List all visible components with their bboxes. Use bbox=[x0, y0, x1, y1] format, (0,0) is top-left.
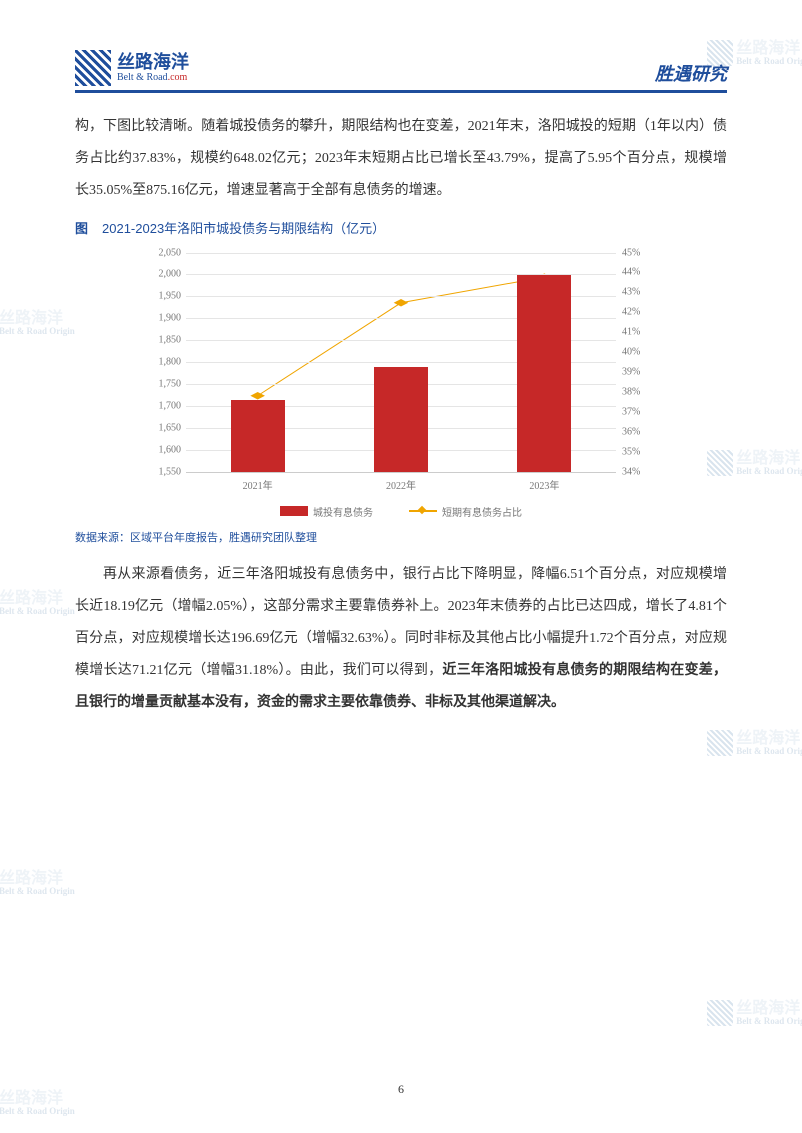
y2-tick-label: 45% bbox=[622, 247, 658, 258]
y1-tick-label: 1,750 bbox=[141, 378, 181, 389]
watermark: 丝路海洋Belt & Road Origin bbox=[0, 870, 75, 896]
legend-bar-swatch bbox=[280, 506, 308, 516]
chart-legend: 城投有息债务 短期有息债务占比 bbox=[136, 504, 666, 519]
bar bbox=[517, 275, 571, 471]
y2-tick-label: 35% bbox=[622, 446, 658, 457]
line-marker bbox=[250, 392, 265, 399]
legend-line-swatch bbox=[409, 506, 437, 516]
y2-tick-label: 36% bbox=[622, 426, 658, 437]
y1-tick-label: 1,950 bbox=[141, 291, 181, 302]
legend-bar-label: 城投有息债务 bbox=[313, 504, 373, 519]
y2-tick-label: 44% bbox=[622, 267, 658, 278]
y2-tick-label: 40% bbox=[622, 347, 658, 358]
line-marker bbox=[394, 299, 409, 306]
y1-tick-label: 2,000 bbox=[141, 269, 181, 280]
legend-line: 短期有息债务占比 bbox=[409, 504, 522, 519]
watermark: 丝路海洋Belt & Road Origin bbox=[707, 1000, 802, 1026]
legend-bar: 城投有息债务 bbox=[280, 504, 373, 519]
y2-tick-label: 42% bbox=[622, 307, 658, 318]
y1-tick-label: 1,900 bbox=[141, 313, 181, 324]
logo-en: Belt & Road.com bbox=[117, 72, 189, 83]
y2-tick-label: 39% bbox=[622, 367, 658, 378]
header-title: 胜遇研究 bbox=[655, 60, 727, 86]
x-tick-label: 2023年 bbox=[529, 477, 559, 492]
data-source: 数据来源：区域平台年度报告，胜遇研究团队整理 bbox=[75, 529, 727, 545]
x-tick-label: 2022年 bbox=[386, 477, 416, 492]
y1-tick-label: 2,050 bbox=[141, 247, 181, 258]
x-tick-label: 2021年 bbox=[243, 477, 273, 492]
figure-title: 图2021-2023年洛阳市城投债务与期限结构（亿元） bbox=[75, 218, 727, 237]
bar bbox=[374, 367, 428, 471]
legend-line-label: 短期有息债务占比 bbox=[442, 504, 522, 519]
paragraph-1: 构，下图比较清晰。随着城投债务的攀升，期限结构也在变差，2021年末，洛阳城投的… bbox=[75, 111, 727, 208]
chart-debt-structure: 1,550 1,600 1,650 1,700 1,750 1,800 1,850 1,900… bbox=[136, 243, 666, 523]
y2-tick-label: 41% bbox=[622, 327, 658, 338]
y1-tick-label: 1,650 bbox=[141, 422, 181, 433]
y1-tick-label: 1,700 bbox=[141, 400, 181, 411]
chart-plot-area: 1,5501,6001,6501,7001,7501,8001,8501,900… bbox=[186, 253, 616, 473]
logo-cn: 丝路海洋 bbox=[117, 53, 189, 73]
y2-tick-label: 34% bbox=[622, 466, 658, 477]
y1-tick-label: 1,550 bbox=[141, 466, 181, 477]
bar bbox=[231, 400, 285, 471]
logo-icon bbox=[75, 50, 111, 86]
paragraph-2: 再从来源看债务，近三年洛阳城投有息债务中，银行占比下降明显，降幅6.51个百分点… bbox=[75, 559, 727, 720]
y2-tick-label: 43% bbox=[622, 287, 658, 298]
page-number: 6 bbox=[0, 1082, 802, 1097]
y2-tick-label: 37% bbox=[622, 406, 658, 417]
y2-tick-label: 38% bbox=[622, 386, 658, 397]
page-header: 丝路海洋 Belt & Road.com 胜遇研究 bbox=[75, 50, 727, 93]
y1-tick-label: 1,600 bbox=[141, 444, 181, 455]
y1-tick-label: 1,800 bbox=[141, 357, 181, 368]
logo: 丝路海洋 Belt & Road.com bbox=[75, 50, 189, 86]
gridline bbox=[186, 253, 616, 254]
y1-tick-label: 1,850 bbox=[141, 335, 181, 346]
